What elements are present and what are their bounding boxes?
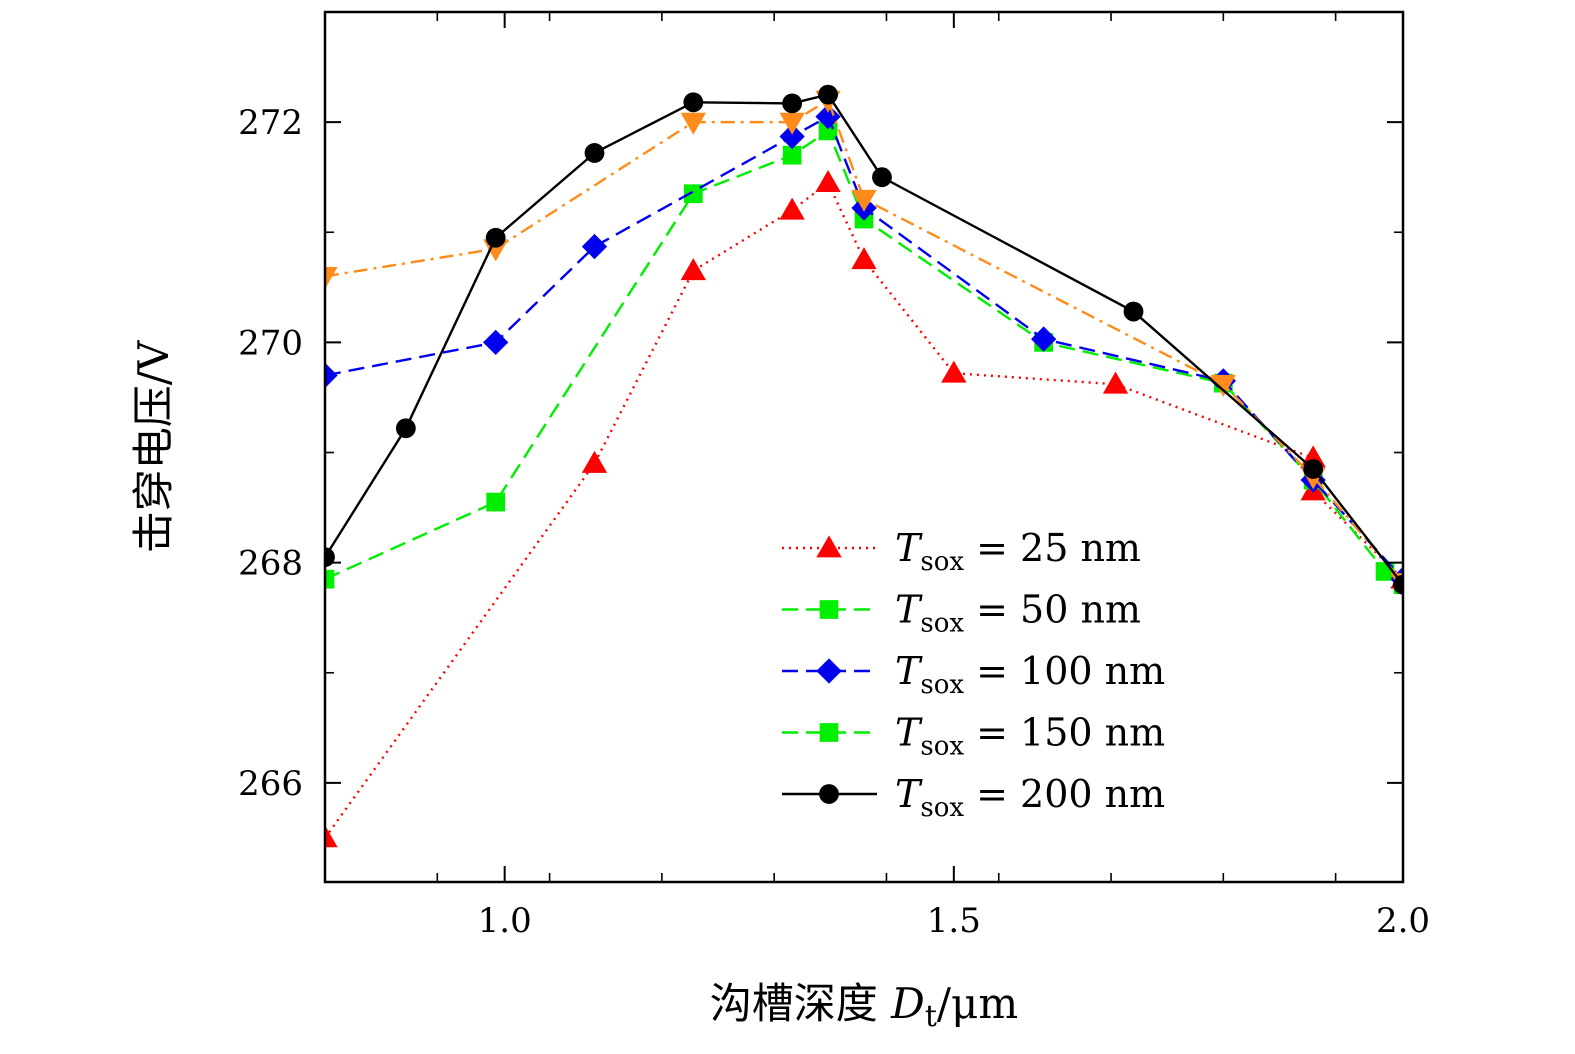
legend: Tsox = 25 nm Tsox = 50 nm Tsox = 100 nm Tso… <box>782 526 1165 823</box>
data-point <box>581 233 608 260</box>
legend-entry: Tsox = 50 nm <box>782 588 1141 639</box>
x-tick-label: 2.0 <box>1376 901 1430 941</box>
data-point <box>584 143 605 163</box>
data-point <box>325 825 338 848</box>
series-0 <box>325 170 1403 848</box>
plot-frame <box>323 10 1405 884</box>
data-point <box>779 197 805 220</box>
data-point <box>485 227 506 248</box>
x-tick-label: 1.5 <box>927 901 981 941</box>
x-axis-title: 沟槽深度 Dt/μm <box>710 979 1018 1034</box>
data-point <box>815 170 841 193</box>
legend-label: Tsox = 25 nm <box>895 526 1141 577</box>
data-point <box>683 184 703 204</box>
data-point <box>680 112 706 135</box>
data-point <box>581 450 608 473</box>
legend-entry: Tsox = 25 nm <box>782 526 1141 577</box>
series-2 <box>325 103 1403 592</box>
data-point <box>779 112 805 135</box>
legend-marker <box>816 658 842 684</box>
y-tick-label: 268 <box>238 544 303 584</box>
data-point <box>325 569 335 589</box>
legend-label: Tsox = 150 nm <box>895 711 1165 762</box>
data-point <box>1031 326 1057 352</box>
data-point <box>782 93 803 114</box>
data-point <box>325 362 338 389</box>
data-point <box>486 492 506 512</box>
legend-marker <box>819 600 839 619</box>
data-point <box>851 189 877 212</box>
y-tick-label: 270 <box>238 323 303 363</box>
data-point <box>1303 459 1324 479</box>
y-tick-label: 266 <box>238 764 303 804</box>
data-point <box>325 266 338 289</box>
data-point <box>1102 371 1129 394</box>
data-point <box>683 92 704 113</box>
series-4 <box>325 84 1403 595</box>
data-point <box>1393 574 1403 595</box>
y-axis-title: 击穿电压/V <box>129 340 178 553</box>
data-point <box>1210 374 1236 397</box>
axis-ticks: 1.0 1.5 2.0 266 268 270 272 <box>238 11 1430 941</box>
legend-label: Tsox = 100 nm <box>895 649 1165 700</box>
data-point <box>782 145 802 165</box>
series-line <box>325 114 1403 580</box>
data-point <box>779 123 805 150</box>
legend-entry: Tsox = 150 nm <box>782 711 1165 762</box>
series-line <box>325 98 1403 584</box>
data-point <box>851 247 877 270</box>
data-point <box>483 329 509 356</box>
data-point <box>872 167 892 188</box>
legend-marker <box>816 535 842 558</box>
data-point <box>941 360 967 383</box>
data-point <box>815 103 841 130</box>
legend-entry: Tsox = 100 nm <box>782 649 1165 700</box>
x-tick-label: 1.0 <box>478 901 532 941</box>
y-tick-label: 272 <box>238 103 303 143</box>
series-3 <box>325 90 1403 596</box>
data-point <box>818 84 838 105</box>
legend-label: Tsox = 200 nm <box>895 772 1165 823</box>
legend-entry: Tsox = 200 nm <box>782 772 1165 823</box>
legend-marker <box>819 784 839 804</box>
data-point <box>680 258 706 281</box>
plot-area <box>325 84 1403 848</box>
legend-marker <box>819 723 839 742</box>
legend-label: Tsox = 50 nm <box>895 588 1141 639</box>
data-point <box>1123 301 1144 322</box>
data-point <box>395 418 416 439</box>
